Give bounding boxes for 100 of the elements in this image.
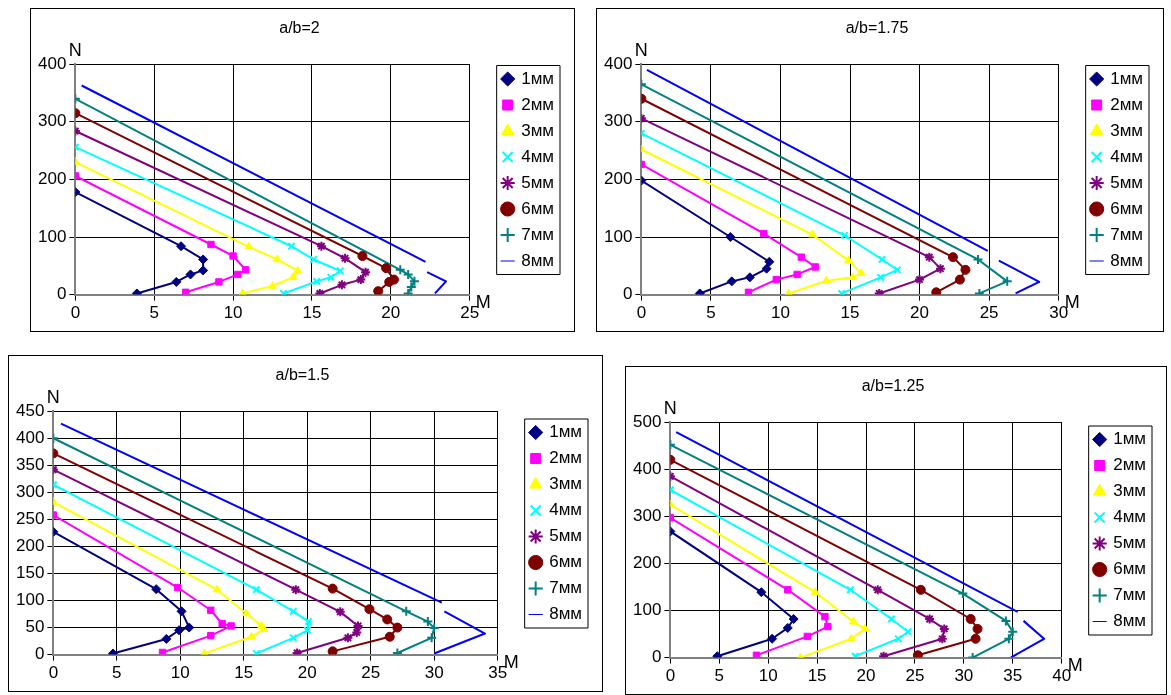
point (764, 256, 775, 267)
y-tick-label: 350 (15, 454, 45, 474)
point (315, 240, 327, 252)
y-tick-label: 0 (56, 284, 67, 304)
point (309, 255, 318, 264)
point (384, 631, 395, 642)
x-tick-label: 20 (297, 663, 317, 683)
point (970, 633, 981, 644)
x-tick-label: 5 (714, 666, 725, 686)
point (821, 275, 831, 284)
y-tick-label: 300 (603, 111, 633, 131)
point (938, 623, 950, 635)
point (215, 278, 223, 286)
point (161, 633, 172, 644)
point (334, 606, 346, 618)
point (821, 612, 829, 621)
point (772, 275, 780, 284)
point (872, 584, 884, 596)
x-tick-label: 5 (149, 303, 159, 323)
point (252, 585, 261, 594)
legend-label: 2мм (521, 94, 555, 114)
point (184, 622, 195, 633)
legend-label: 1мм (1113, 429, 1147, 449)
y-tick-label: 400 (603, 53, 633, 73)
point (936, 633, 948, 645)
legend-label: 3мм (521, 120, 555, 140)
point (725, 232, 736, 242)
legend-label: 7мм (549, 578, 583, 598)
point (287, 242, 296, 251)
chart-title: a/b=1.75 (845, 19, 909, 37)
point (182, 288, 190, 295)
legend-label: 5мм (521, 172, 555, 192)
x-tick-label: 15 (234, 663, 254, 683)
x-tick-label: 20 (381, 303, 401, 323)
y-tick-label: 400 (632, 458, 662, 478)
point (811, 263, 819, 271)
y-tick-label: 0 (34, 644, 45, 664)
x-tick-label: 10 (170, 663, 190, 683)
legend-label: 8мм (549, 604, 583, 624)
point (357, 251, 368, 262)
legend-label: 1мм (521, 68, 555, 88)
chart-title: a/b=1.25 (861, 377, 925, 395)
point (336, 266, 345, 276)
point (784, 586, 792, 594)
chart-title: a/b=1.5 (275, 366, 330, 384)
point (174, 583, 182, 592)
legend-label: 3мм (1110, 120, 1144, 140)
point (877, 255, 887, 264)
y-tick-label: 50 (25, 617, 45, 637)
x-tick-label: 5 (112, 663, 122, 683)
x-tick-label: 0 (665, 666, 676, 686)
point (924, 613, 936, 625)
legend-label: 5мм (1113, 533, 1147, 553)
point (848, 272, 858, 281)
point (972, 623, 983, 634)
point (218, 620, 226, 628)
point (268, 280, 277, 289)
legend-label: 6мм (1110, 198, 1144, 218)
x-tick-label: 15 (840, 303, 860, 323)
y-tick-label: 300 (15, 482, 45, 502)
point (793, 270, 801, 279)
point (290, 584, 302, 596)
point (185, 269, 196, 280)
point (288, 272, 298, 281)
point (234, 270, 242, 279)
point (903, 627, 913, 636)
x-tick-label: 5 (706, 303, 716, 323)
legend-label: 3мм (549, 474, 583, 494)
point (788, 613, 799, 624)
point (384, 276, 395, 287)
legend-label: 2мм (549, 448, 583, 468)
point (810, 587, 820, 595)
x-tick-label: 30 (424, 663, 444, 683)
y-tick-label: 0 (622, 284, 633, 304)
point (756, 587, 767, 598)
point (207, 606, 215, 614)
y-axis-title: N (46, 387, 60, 408)
legend-label: 4мм (549, 500, 583, 520)
point (965, 613, 976, 624)
point (915, 584, 926, 595)
legend-label: 8мм (521, 250, 555, 270)
legend-label: 7мм (1110, 224, 1144, 244)
y-tick-label: 250 (15, 509, 45, 529)
x-tick-label: 10 (771, 303, 790, 323)
x-tick-label: 15 (302, 303, 322, 323)
point (760, 229, 768, 238)
point (364, 604, 375, 615)
point (312, 277, 321, 286)
point (242, 266, 250, 274)
legend-label: 5мм (549, 526, 583, 546)
point (229, 252, 237, 260)
point (761, 263, 772, 274)
point (808, 229, 817, 238)
chart-title: a/b=2 (279, 19, 320, 37)
x-tick-label: 15 (807, 666, 827, 686)
x-tick-label: 30 (954, 666, 974, 686)
point (171, 276, 182, 287)
point (860, 623, 870, 632)
point (782, 622, 793, 633)
point (207, 240, 215, 249)
